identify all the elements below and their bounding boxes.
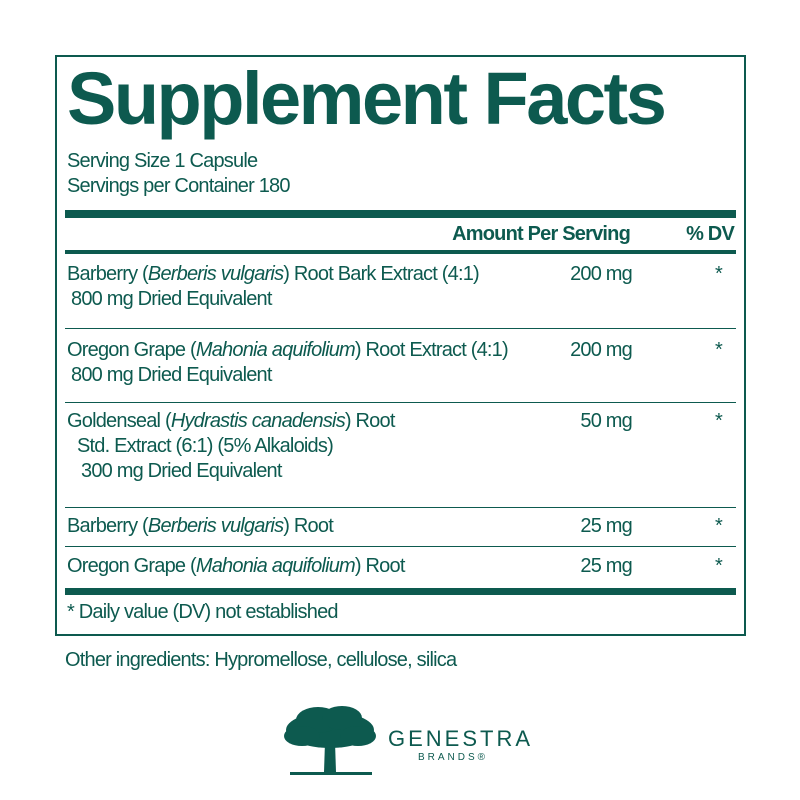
dv-header: % DV [686, 223, 735, 245]
divider-thick [65, 210, 736, 218]
ingredient-name-rest: ) Root [354, 555, 405, 577]
ingredient-detail: Std. Extract (6:1) (5% Alkaloids) [77, 435, 334, 457]
row-divider [65, 328, 736, 329]
ingredient-dv: * [715, 263, 723, 285]
divider-thick [65, 588, 736, 595]
ingredient-latin-name: Mahonia aquifolium [195, 555, 356, 577]
serving-size: Serving Size 1 Capsule [67, 150, 258, 172]
ingredient-detail: 800 mg Dried Equivalent [71, 288, 272, 310]
ingredient-amount: 200 mg [570, 339, 633, 361]
ingredient-common-name: Oregon Grape ( [67, 555, 197, 577]
ingredient-latin-name: Berberis vulgaris [147, 263, 284, 285]
ingredient-name-rest: ) Root [283, 515, 333, 537]
ingredient-name-rest: ) Root Extract (4:1) [354, 339, 509, 361]
ingredient-amount: 200 mg [570, 263, 633, 285]
footnote: * Daily value (DV) not established [67, 601, 339, 623]
ingredient-common-name: Barberry ( [67, 263, 149, 285]
row-divider [65, 507, 736, 508]
brand-sub: BRANDS® [418, 752, 489, 763]
ingredient-name-rest: ) Root [344, 410, 395, 432]
ingredient-name-rest: ) Root Bark Extract (4:1) [283, 263, 479, 285]
ingredient-name: Barberry (Berberis vulgaris) Root [67, 514, 744, 539]
table-row: Barberry (Berberis vulgaris) Root Bark E… [67, 262, 744, 312]
ingredient-detail: 800 mg Dried Equivalent [71, 364, 272, 386]
brand-name: GENESTRA [388, 726, 534, 751]
supplement-facts-panel: Supplement Facts Serving Size 1 Capsule … [55, 55, 746, 636]
ingredient-amount: 25 mg [580, 555, 632, 577]
ingredient-detail: 300 mg Dried Equivalent [81, 460, 282, 482]
ingredient-amount: 50 mg [580, 410, 632, 432]
amount-header: Amount Per Serving [452, 223, 631, 245]
ingredient-amount: 25 mg [580, 515, 632, 537]
ingredient-dv: * [715, 339, 723, 361]
ingredient-dv: * [715, 515, 723, 537]
ingredient-name: Oregon Grape (Mahonia aquifolium) Root [67, 554, 744, 579]
panel-title: Supplement Facts [67, 57, 667, 140]
ingredient-common-name: Goldenseal ( [67, 410, 172, 432]
table-row: Oregon Grape (Mahonia aquifolium) Root E… [67, 338, 744, 388]
other-ingredients: Other ingredients: Hypromellose, cellulo… [65, 649, 457, 671]
ingredient-common-name: Barberry ( [67, 515, 149, 537]
row-divider [65, 546, 736, 547]
row-divider [65, 402, 736, 403]
table-row: Barberry (Berberis vulgaris) Root 25 mg … [67, 514, 744, 539]
tree-icon [284, 706, 376, 775]
ingredient-latin-name: Mahonia aquifolium [195, 339, 356, 361]
ingredient-common-name: Oregon Grape ( [67, 339, 197, 361]
ingredient-name: Barberry (Berberis vulgaris) Root Bark E… [67, 262, 744, 287]
ingredient-latin-name: Berberis vulgaris [147, 515, 284, 537]
ingredient-latin-name: Hydrastis canadensis [170, 410, 346, 432]
divider-medium [65, 250, 736, 254]
ingredient-dv: * [715, 410, 723, 432]
brand-logo: GENESTRA BRANDS® [280, 702, 530, 778]
table-row: Goldenseal (Hydrastis canadensis) Root S… [67, 409, 744, 484]
servings-per-container: Servings per Container 180 [67, 175, 290, 197]
ingredient-name: Goldenseal (Hydrastis canadensis) Root [67, 409, 744, 434]
table-row: Oregon Grape (Mahonia aquifolium) Root 2… [67, 554, 744, 579]
ingredient-dv: * [715, 555, 723, 577]
ingredient-name: Oregon Grape (Mahonia aquifolium) Root E… [67, 338, 744, 363]
